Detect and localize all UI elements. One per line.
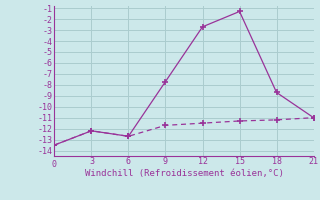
X-axis label: Windchill (Refroidissement éolien,°C): Windchill (Refroidissement éolien,°C) <box>84 169 284 178</box>
Text: 0: 0 <box>52 160 57 169</box>
